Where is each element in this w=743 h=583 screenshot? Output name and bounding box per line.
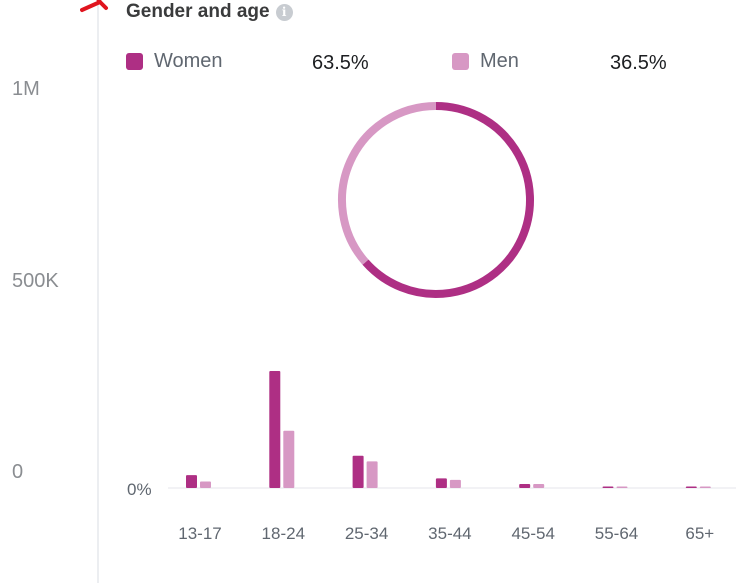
bar-men-65+[interactable] (699, 486, 711, 489)
bar-ytick-label: 0% (127, 480, 152, 499)
y-axis-label-1m: 1M (12, 78, 40, 100)
legend-item-women[interactable]: Women (126, 50, 223, 73)
bar-women-25-34[interactable] (352, 455, 364, 488)
panel-divider (97, 0, 99, 583)
legend-item-men[interactable]: Men (452, 50, 519, 73)
bar-men-13-17[interactable] (200, 481, 211, 488)
y-axis-label-500k: 500K (12, 270, 59, 292)
legend-label-men: Men (480, 50, 519, 72)
bar-category-label-18-24: 18-24 (262, 524, 305, 543)
red-arrow-mark (80, 0, 108, 12)
bar-men-25-34[interactable] (366, 461, 378, 488)
bar-women-13-17[interactable] (186, 475, 197, 488)
bar-category-label-25-34: 25-34 (345, 524, 388, 543)
bar-men-18-24[interactable] (283, 430, 295, 488)
bar-women-55-64[interactable] (602, 486, 614, 489)
legend-value-men: 36.5% (610, 52, 667, 74)
bar-category-label-65+: 65+ (685, 524, 714, 543)
bar-women-65+[interactable] (685, 486, 697, 489)
info-icon[interactable]: i (275, 3, 293, 21)
bar-category-label-45-54: 45-54 (511, 524, 554, 543)
panel-title-text: Gender and age (126, 1, 270, 22)
legend-label-women: Women (154, 50, 223, 72)
bar-men-35-44[interactable] (449, 479, 461, 488)
panel-title: Gender and age i (126, 1, 293, 23)
legend-swatch-women (126, 53, 143, 70)
bar-category-label-55-64: 55-64 (595, 524, 638, 543)
bar-men-55-64[interactable] (616, 486, 628, 489)
donut-slice-men[interactable] (338, 102, 437, 265)
donut-slice-women[interactable] (362, 102, 534, 298)
bar-men-45-54[interactable] (533, 483, 545, 488)
bar-category-label-35-44: 35-44 (428, 524, 471, 543)
bar-category-label-13-17: 13-17 (178, 524, 221, 543)
bar-women-45-54[interactable] (519, 483, 531, 488)
legend-swatch-men (452, 53, 469, 70)
legend-value-women: 63.5% (312, 52, 369, 74)
y-axis-label-0: 0 (12, 461, 24, 483)
bar-women-35-44[interactable] (435, 478, 447, 488)
bar-women-18-24[interactable] (269, 371, 281, 488)
